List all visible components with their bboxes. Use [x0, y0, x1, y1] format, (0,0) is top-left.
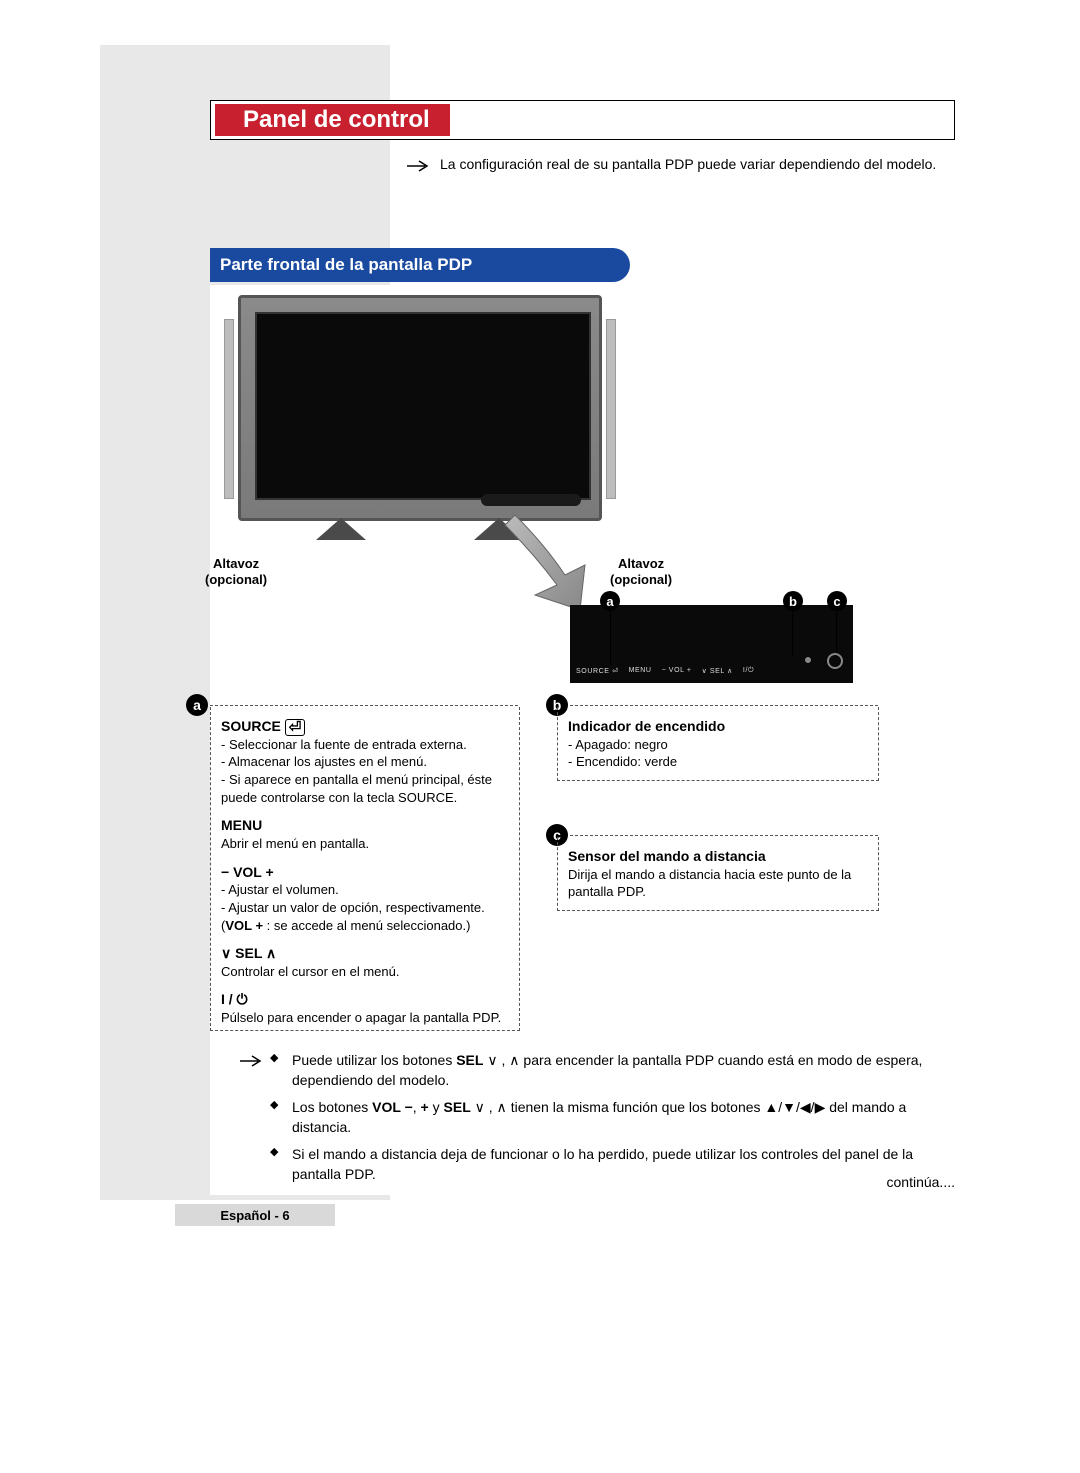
page-footer: Español - 6: [175, 1204, 335, 1226]
intro-note: La configuración real de su pantalla PDP…: [400, 155, 940, 174]
bottom-note-2: Si el mando a distancia deja de funciona…: [270, 1145, 960, 1184]
control-detail-panel: a b c SOURCE ⏎ MENU − VOL + ∨ SEL ∧ I/⏻: [570, 605, 853, 683]
marker-a-line: [610, 611, 611, 665]
tv-speaker-left: [224, 319, 234, 499]
marker-c-top: c: [827, 591, 847, 611]
marker-b-line: [792, 611, 793, 657]
box-a-b1: Abrir el menú en pantalla.: [221, 835, 509, 853]
box-a-h4: I / ⏻: [221, 990, 509, 1009]
connector-b: [570, 705, 878, 706]
detail-remote-sensor: [827, 653, 843, 669]
title-text: Panel de control: [215, 104, 450, 136]
info-box-b: Indicador de encendido - Apagado: negro …: [557, 707, 879, 781]
box-a-b3: Controlar el cursor en el menú.: [221, 963, 509, 981]
connector-a: [210, 705, 518, 706]
marker-a-box: a: [186, 694, 208, 716]
marker-a-top: a: [600, 591, 620, 611]
bottom-note-arrow-icon: [238, 1053, 266, 1069]
box-c-body: Dirija el mando a distancia hacia este p…: [568, 866, 868, 901]
box-a-b2: - Ajustar el volumen. - Ajustar un valor…: [221, 881, 509, 934]
box-a-h0: SOURCE ⏎: [221, 717, 509, 736]
intro-text: La configuración real de su pantalla PDP…: [440, 156, 936, 172]
box-b-heading: Indicador de encendido: [568, 717, 868, 736]
tv-screen: [255, 312, 591, 500]
section-heading-pill: Parte frontal de la pantalla PDP: [210, 248, 630, 282]
section-heading-text: Parte frontal de la pantalla PDP: [220, 255, 472, 275]
bottom-note-0: Puede utilizar los botones SEL ∨ , ∧ par…: [270, 1051, 960, 1090]
tv-frame: [238, 295, 602, 521]
box-a-b0: - Seleccionar la fuente de entrada exter…: [221, 736, 509, 806]
marker-c-line: [836, 611, 837, 657]
bottom-notes-list: Puede utilizar los botones SEL ∨ , ∧ par…: [270, 1051, 960, 1193]
box-a-h2: − VOL +: [221, 863, 509, 882]
tv-stand-left: [311, 518, 371, 540]
detail-led-indicator: [805, 657, 811, 663]
box-b-body: - Apagado: negro - Encendido: verde: [568, 736, 868, 771]
connector-c: [570, 835, 878, 836]
box-a-b4: Púlselo para encender o apagar la pantal…: [221, 1009, 509, 1027]
detail-button-labels: SOURCE ⏎ MENU − VOL + ∨ SEL ∧ I/⏻: [576, 667, 756, 675]
box-a-h1: MENU: [221, 816, 509, 835]
info-box-a: SOURCE ⏎ - Seleccionar la fuente de entr…: [210, 707, 520, 1031]
continue-text: continúa....: [887, 1174, 956, 1190]
tv-speaker-right: [606, 319, 616, 499]
box-a-h3: ∨ SEL ∧: [221, 944, 509, 963]
speaker-label-left: Altavoz (opcional): [205, 556, 267, 589]
box-c-heading: Sensor del mando a distancia: [568, 847, 868, 866]
info-box-c: Sensor del mando a distancia Dirija el m…: [557, 837, 879, 911]
bottom-note-1: Los botones VOL −, + y SEL ∨ , ∧ tienen …: [270, 1098, 960, 1137]
marker-b-top: b: [783, 591, 803, 611]
